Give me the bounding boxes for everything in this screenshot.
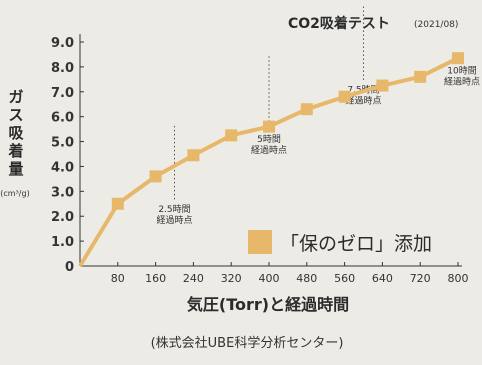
data-point <box>149 170 162 183</box>
y-tick-label: 3.0 <box>51 185 74 200</box>
y-tick-label: 6.0 <box>51 111 74 126</box>
chart-title: CO2吸着テスト <box>288 15 390 32</box>
annotation-label: 5時間 <box>257 134 281 145</box>
data-point <box>300 103 313 116</box>
legend-label: 「保のゼロ」添加 <box>280 233 432 255</box>
x-tick-label: 720 <box>410 272 431 285</box>
data-point <box>187 149 200 162</box>
annotation-label: 経過時点 <box>444 75 480 87</box>
y-axis-label-char: 着 <box>7 142 23 160</box>
data-point <box>414 70 427 83</box>
annotation-label: 10時間 <box>447 65 476 76</box>
data-point <box>452 52 464 65</box>
data-point <box>338 90 351 103</box>
x-axis-label: 気圧(Torr)と経過時間 <box>187 295 349 314</box>
data-point <box>263 120 275 133</box>
annotation-label: 経過時点 <box>251 144 287 156</box>
y-axis-unit: (cm³/g) <box>0 189 29 198</box>
annotation-label: 経過時点 <box>156 214 192 226</box>
x-tick-label: 800 <box>448 272 469 285</box>
y-axis-label-char: ガ <box>8 88 23 106</box>
x-tick-label: 480 <box>296 272 317 285</box>
y-axis-label-char: 吸 <box>8 124 24 142</box>
x-tick-label: 80 <box>111 272 125 285</box>
data-point <box>376 79 389 92</box>
data-point <box>111 197 124 210</box>
x-tick-label: 320 <box>221 272 242 285</box>
annotation-label: 経過時点 <box>345 94 381 106</box>
chart-source: (株式会社UBE科学分析センター) <box>151 335 344 351</box>
y-tick-label: 8.0 <box>51 61 74 76</box>
x-tick-label: 400 <box>259 272 280 285</box>
y-tick-label: 1.0 <box>51 235 74 250</box>
y-tick-label: 7.0 <box>51 86 74 101</box>
x-tick-label: 160 <box>145 272 166 285</box>
y-tick-label: 2.0 <box>51 210 74 225</box>
y-tick-label: 4.0 <box>51 160 74 175</box>
x-tick-label: 560 <box>334 272 355 285</box>
y-tick-label: 5.0 <box>51 136 74 151</box>
y-axis-label-char: 量 <box>8 160 23 178</box>
legend-swatch <box>248 230 272 254</box>
x-tick-label: 240 <box>183 272 204 285</box>
data-point <box>225 129 238 142</box>
y-tick-label: 0 <box>65 260 74 275</box>
annotation-label: 2.5時間 <box>158 204 190 215</box>
y-axis-label-char: ス <box>8 106 23 124</box>
y-tick-label: 9.0 <box>51 36 74 51</box>
x-tick-label: 640 <box>372 272 393 285</box>
chart-subtitle: (2021/08) <box>414 20 458 30</box>
